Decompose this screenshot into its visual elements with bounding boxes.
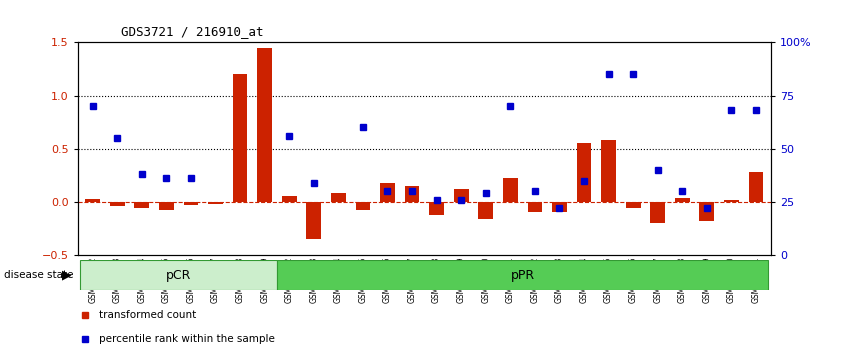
Text: pPR: pPR bbox=[511, 269, 534, 282]
Text: pCR: pCR bbox=[166, 269, 191, 282]
Bar bbox=[527, 202, 542, 212]
Bar bbox=[134, 202, 149, 208]
Bar bbox=[626, 202, 641, 208]
Bar bbox=[380, 183, 395, 202]
Bar bbox=[184, 202, 198, 205]
Bar bbox=[356, 202, 371, 210]
Bar bbox=[601, 140, 616, 202]
Bar bbox=[331, 193, 346, 202]
Bar bbox=[281, 196, 296, 202]
Bar bbox=[208, 202, 223, 204]
Bar bbox=[700, 202, 714, 221]
Bar bbox=[159, 202, 174, 210]
Text: percentile rank within the sample: percentile rank within the sample bbox=[99, 334, 275, 344]
Text: disease state: disease state bbox=[4, 270, 74, 280]
Bar bbox=[675, 198, 689, 202]
Bar bbox=[650, 202, 665, 223]
Bar bbox=[430, 202, 444, 215]
Bar bbox=[724, 200, 739, 202]
Bar bbox=[277, 260, 768, 290]
Bar bbox=[307, 202, 321, 239]
Text: ▶: ▶ bbox=[62, 269, 72, 282]
Text: transformed count: transformed count bbox=[99, 310, 196, 320]
Bar bbox=[257, 48, 272, 202]
Bar bbox=[233, 74, 248, 202]
Bar bbox=[110, 202, 125, 206]
Bar bbox=[81, 260, 277, 290]
Text: GDS3721 / 216910_at: GDS3721 / 216910_at bbox=[121, 25, 264, 38]
Bar bbox=[503, 178, 518, 202]
Bar bbox=[553, 202, 567, 212]
Bar bbox=[404, 186, 419, 202]
Bar bbox=[478, 202, 493, 219]
Bar bbox=[86, 199, 100, 202]
Bar bbox=[454, 189, 469, 202]
Bar bbox=[748, 172, 763, 202]
Bar bbox=[577, 143, 591, 202]
